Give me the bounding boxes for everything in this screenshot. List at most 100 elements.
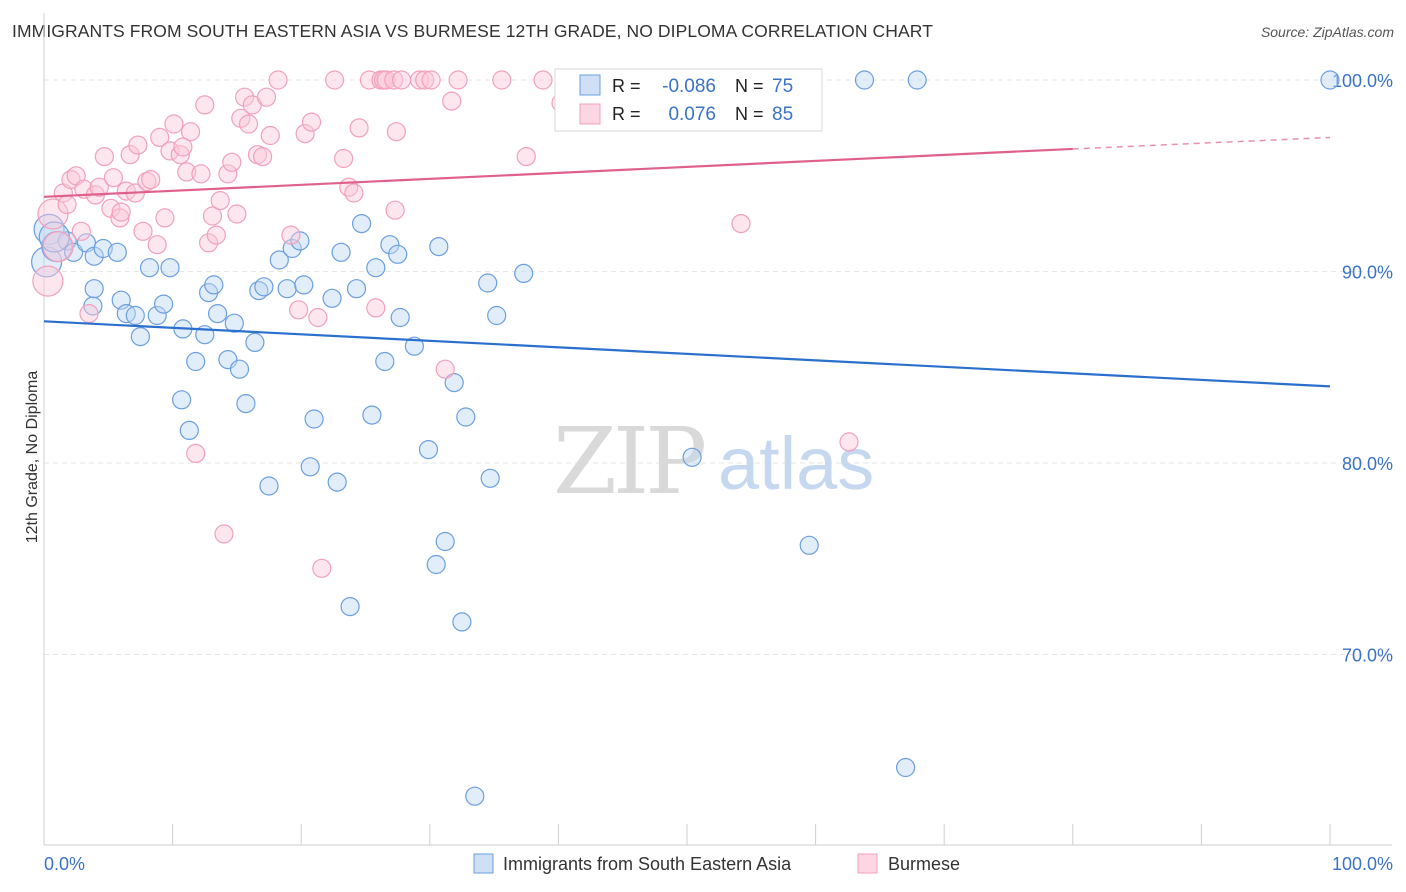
legend-r-value-sea: -0.086	[662, 76, 716, 97]
y-tick-label: 100.0%	[1332, 71, 1393, 91]
data-point	[170, 145, 190, 165]
data-point	[71, 221, 91, 241]
data-point	[125, 305, 145, 326]
data-point	[426, 554, 446, 575]
data-point	[281, 225, 301, 245]
data-point	[57, 194, 77, 215]
data-point	[147, 305, 167, 326]
data-point	[79, 304, 99, 324]
data-point	[308, 307, 328, 328]
data-point	[191, 164, 211, 184]
data-point	[907, 70, 927, 90]
data-point	[57, 231, 77, 251]
y-axis-title: 12th Grade, No Diploma	[24, 371, 41, 544]
data-point	[202, 206, 223, 226]
correlation-legend: R = -0.086 N = 75 R = 0.076 N = 85	[554, 68, 823, 132]
data-point	[277, 279, 297, 299]
data-point	[199, 233, 219, 253]
data-point	[206, 225, 226, 245]
legend-n-label-burmese: N =	[735, 104, 764, 124]
data-point	[172, 390, 192, 410]
data-point	[516, 147, 536, 167]
data-point	[386, 122, 406, 142]
data-point	[103, 168, 124, 188]
data-point	[94, 147, 115, 167]
data-point	[304, 409, 324, 429]
data-point	[334, 148, 354, 169]
data-point	[731, 214, 751, 234]
data-point	[380, 235, 400, 255]
data-point	[214, 524, 234, 544]
data-point	[224, 313, 244, 333]
data-point	[195, 95, 215, 115]
data-point	[227, 204, 247, 224]
data-point	[154, 294, 174, 314]
data-point	[222, 152, 242, 172]
data-point	[164, 114, 184, 134]
data-point	[295, 124, 315, 144]
data-point	[366, 298, 386, 318]
data-point	[155, 208, 175, 228]
data-point	[390, 307, 410, 328]
data-point	[235, 87, 255, 107]
data-point	[480, 468, 500, 488]
data-point	[42, 231, 74, 263]
data-point	[344, 183, 364, 203]
data-point	[312, 558, 332, 578]
legend-r-label-sea: R =	[612, 76, 641, 96]
data-point	[107, 242, 127, 262]
data-point	[186, 351, 206, 372]
legend-r-value-burmese: 0.076	[668, 104, 716, 125]
data-point	[444, 373, 464, 393]
x-tick-label: 100.0%	[1332, 854, 1393, 874]
data-point	[384, 70, 404, 90]
data-point	[204, 275, 224, 295]
trend-lines	[43, 136, 1331, 388]
data-point	[322, 288, 342, 308]
data-point	[179, 420, 199, 440]
data-point	[533, 70, 553, 90]
legend-swatch-sea	[579, 74, 601, 96]
data-point	[362, 405, 382, 425]
bottom-legend-label-sea: Immigrants from South Eastern Asia	[503, 854, 792, 874]
data-point	[139, 258, 160, 278]
data-point	[346, 279, 367, 299]
data-point	[289, 300, 309, 320]
data-point	[256, 87, 277, 107]
data-point	[294, 275, 314, 295]
data-point	[218, 164, 238, 184]
legend-r-label-burmese: R =	[612, 104, 641, 124]
data-point	[366, 258, 386, 278]
data-point	[1320, 70, 1340, 90]
data-point	[340, 596, 360, 617]
data-point	[249, 281, 269, 301]
data-point	[385, 200, 405, 220]
data-point	[181, 122, 201, 142]
data-point	[128, 135, 148, 155]
data-point	[245, 332, 265, 352]
series-sea-points	[30, 70, 1340, 806]
data-point	[130, 327, 150, 347]
data-point	[478, 273, 498, 293]
axes	[43, 12, 1392, 846]
data-point	[150, 127, 170, 147]
data-point	[452, 612, 472, 632]
x-tick-label: 0.0%	[44, 854, 85, 874]
data-point	[173, 137, 193, 157]
data-point	[210, 191, 230, 211]
data-point	[84, 279, 104, 299]
data-point	[418, 440, 439, 460]
legend-n-label-sea: N =	[735, 76, 764, 96]
data-point	[61, 170, 81, 190]
y-tick-label: 70.0%	[1342, 646, 1393, 666]
data-point	[260, 125, 280, 146]
data-point	[352, 214, 372, 234]
bottom-legend-swatch-burmese	[857, 853, 878, 874]
data-point	[456, 407, 476, 427]
data-point	[325, 70, 345, 90]
data-point	[32, 265, 64, 297]
data-point	[301, 112, 322, 132]
data-point	[375, 351, 395, 372]
data-point	[110, 208, 130, 228]
